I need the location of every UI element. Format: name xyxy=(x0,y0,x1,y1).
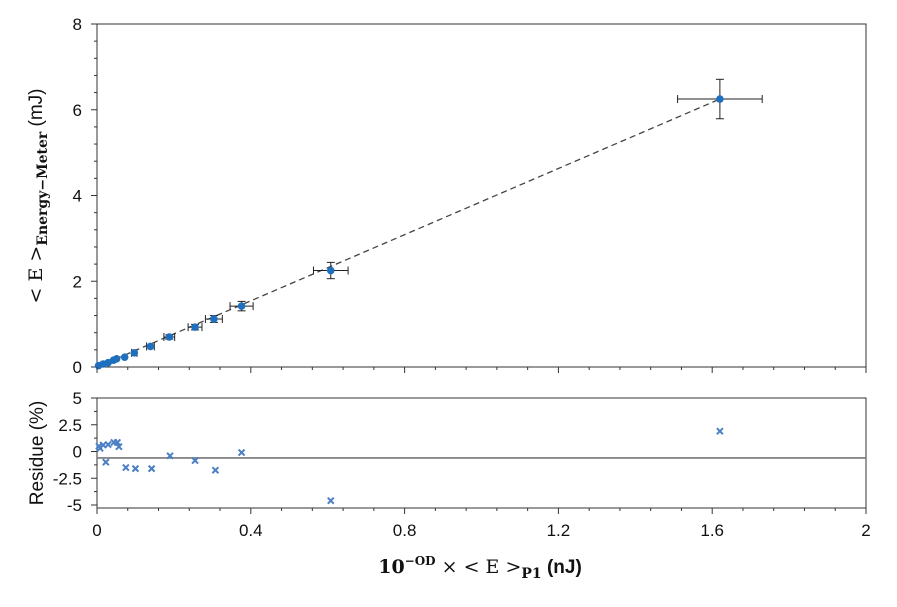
x-tick-label: 0.8 xyxy=(393,521,417,540)
main-y-axis-label: < E >Energy−Meter (mJ) xyxy=(25,88,51,303)
main-y-tick-label: 4 xyxy=(73,187,82,206)
residue-marker-stroke xyxy=(191,456,199,465)
residue-marker-stroke xyxy=(115,442,123,451)
main-y-tick-label: 6 xyxy=(73,101,82,120)
residue-y-tick-label: -2.5 xyxy=(53,469,82,488)
residue-point xyxy=(122,463,130,472)
residue-y-tick-label: 2.5 xyxy=(58,416,82,435)
residue-marker-stroke xyxy=(104,440,112,449)
data-point xyxy=(191,323,199,331)
residue-y-tick-label: -5 xyxy=(67,496,82,515)
residue-marker-stroke xyxy=(166,452,174,460)
data-point-group xyxy=(130,348,139,357)
data-point-group xyxy=(204,314,223,323)
x-tick-label: 1.6 xyxy=(700,521,724,540)
residue-marker-stroke xyxy=(122,463,130,472)
residue-point xyxy=(147,464,156,473)
x-tick-label: 0.4 xyxy=(239,521,263,540)
data-point xyxy=(120,353,129,361)
residue-plot-frame xyxy=(96,397,867,509)
x-tick-label: 0 xyxy=(92,521,101,540)
residue-point xyxy=(327,497,335,505)
residue-marker-stroke xyxy=(99,441,107,449)
x-tick-label: 2 xyxy=(861,521,870,540)
data-point xyxy=(326,266,335,275)
main-y-tick-label: 8 xyxy=(73,15,82,34)
data-point-group xyxy=(312,261,349,280)
residue-y-tick-label: 0 xyxy=(73,443,82,462)
residue-point xyxy=(115,442,123,451)
data-point-group xyxy=(112,355,121,363)
main-y-tick-label: 2 xyxy=(73,272,82,291)
data-point xyxy=(130,349,139,357)
data-point xyxy=(146,342,155,351)
residue-marker-stroke xyxy=(211,466,220,474)
main-y-tick-label: 0 xyxy=(73,358,82,377)
residue-marker-stroke xyxy=(327,497,335,505)
data-point-group xyxy=(120,353,129,361)
data-point xyxy=(716,95,724,103)
data-point-group xyxy=(677,78,763,120)
residue-point xyxy=(716,427,724,435)
x-tick-label: 1.2 xyxy=(547,521,571,540)
residue-y-axis-label: Residue (%) xyxy=(27,401,48,506)
data-point xyxy=(112,355,121,363)
data-point-group xyxy=(146,342,155,351)
residue-marker-stroke xyxy=(147,464,156,473)
residue-point xyxy=(237,448,246,457)
residue-point xyxy=(102,458,110,466)
main-plot: 0 2 4 6 8 < E >Energy−Meter (mJ) xyxy=(25,15,867,377)
data-point xyxy=(165,333,174,341)
residue-point xyxy=(191,456,199,465)
residue-marker-stroke xyxy=(131,464,140,473)
fit-line xyxy=(96,98,721,368)
residue-plot: 5 2.5 0 -2.5 -5 Residue (%) xyxy=(27,389,867,515)
data-point-group xyxy=(229,300,254,312)
residue-marker-stroke xyxy=(102,458,110,466)
residue-point xyxy=(166,452,174,460)
residue-marker-stroke xyxy=(716,427,724,435)
residue-y-tick-label: 5 xyxy=(73,389,82,408)
residue-point xyxy=(104,440,112,449)
residue-point xyxy=(131,464,140,473)
data-point-group xyxy=(163,332,176,341)
data-point-group xyxy=(187,323,203,332)
data-point xyxy=(210,315,218,323)
residue-point xyxy=(211,466,220,474)
data-point xyxy=(237,302,246,310)
x-axis-label: 10−OD × < E >P1 (nJ) xyxy=(378,554,582,582)
residue-marker-stroke xyxy=(237,448,246,457)
